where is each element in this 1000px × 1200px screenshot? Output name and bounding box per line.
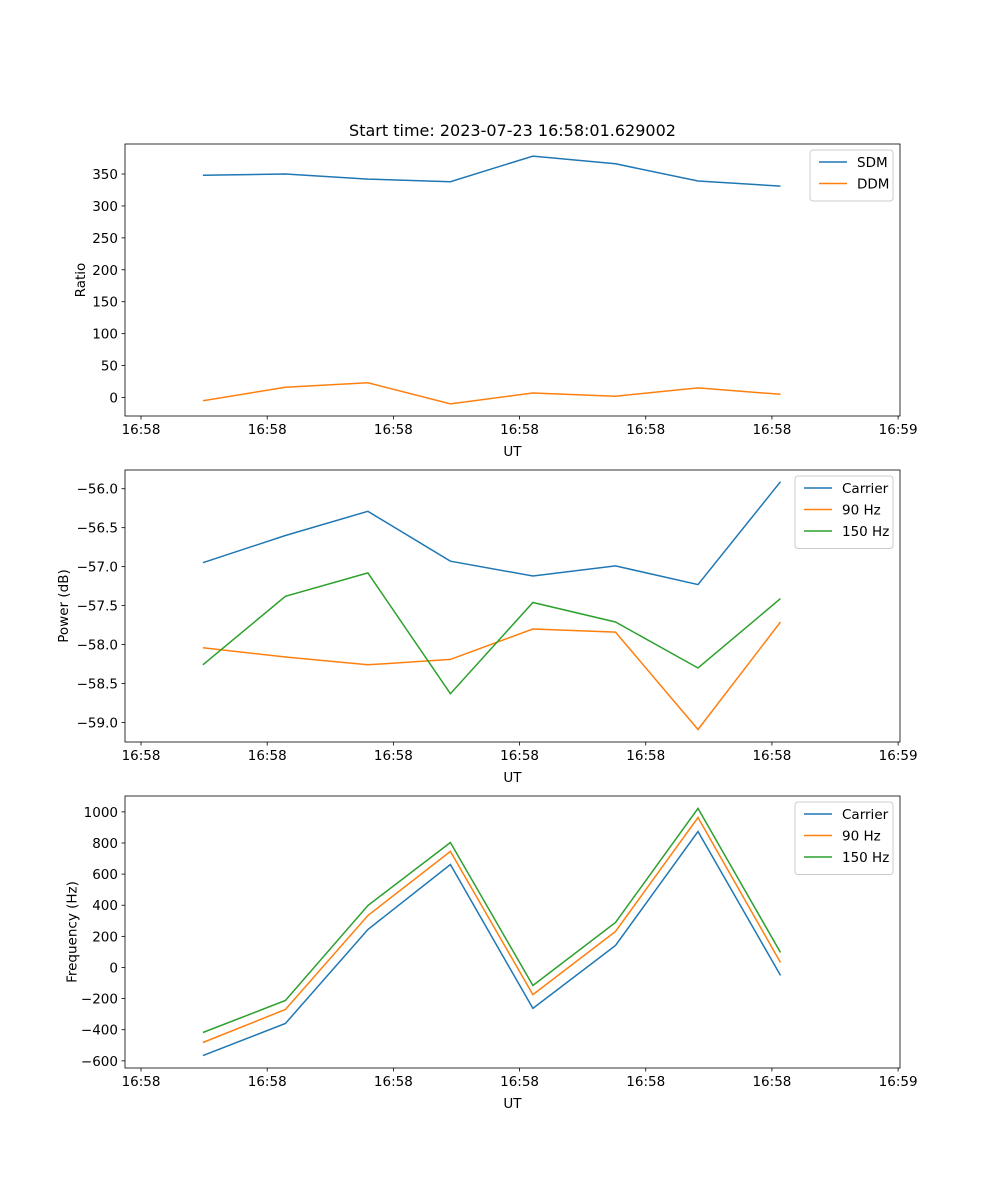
x-tick-label: 16:58: [248, 1074, 287, 1090]
y-tick-label: −56.0: [77, 482, 118, 498]
x-tick-label: 16:58: [248, 748, 287, 764]
x-tick-label: 16:59: [879, 422, 918, 438]
y-tick-label: 250: [92, 231, 118, 247]
y-tick-label: 150: [92, 295, 118, 311]
y-tick-label: 0: [109, 390, 118, 406]
y-tick-label: 350: [92, 167, 118, 183]
subplot-1: 16:58 16:58 16:58 16:58 16:58 16:58 16:59 UT 0 50…: [73, 121, 917, 460]
y-tick-label: −200: [81, 992, 118, 1008]
y-tick-label: 0: [109, 960, 118, 976]
x-tick-label: 16:58: [122, 748, 161, 764]
legend-label: 150 Hz: [842, 524, 889, 540]
series-line-ddm: [202, 382, 781, 405]
x-tick-label: 16:58: [122, 422, 161, 438]
y-axis-label: Frequency (Hz): [65, 881, 81, 983]
y-tick-label: −58.5: [77, 677, 118, 693]
y-axis-label: Ratio: [73, 263, 89, 298]
x-tick-label: 16:58: [374, 422, 413, 438]
y-axis-label: Power (dB): [56, 569, 72, 642]
legend: Carrier 90 Hz 150 Hz: [794, 801, 894, 875]
y-tick-label: 200: [92, 263, 118, 279]
x-tick-label: 16:58: [626, 748, 665, 764]
legend-label: Carrier: [842, 807, 889, 823]
y-tick-label: −59.0: [77, 716, 118, 732]
y-tick-label: 300: [92, 199, 118, 215]
x-tick-label: 16:58: [752, 422, 791, 438]
legend: SDM DDM: [809, 149, 894, 202]
series-line-150-hz: [202, 807, 782, 1034]
x-tick-label: 16:58: [500, 1074, 539, 1090]
x-tick-label: 16:58: [122, 1074, 161, 1090]
axes-frame: [124, 143, 901, 417]
subplot-2: 16:58 16:58 16:58 16:58 16:58 16:58 16:59 UT −59…: [56, 469, 918, 786]
series-line-150-hz: [202, 572, 781, 695]
series-line-90-hz: [202, 816, 782, 1044]
y-tick-label: 1000: [84, 805, 118, 821]
y-tick-label: 400: [92, 898, 118, 914]
axes-frame: [124, 469, 901, 743]
x-tick-label: 16:58: [626, 1074, 665, 1090]
x-tick-label: 16:58: [626, 422, 665, 438]
x-tick-label: 16:58: [500, 422, 539, 438]
legend: Carrier 90 Hz 150 Hz: [794, 475, 894, 549]
y-tick-label: −58.0: [77, 638, 118, 654]
y-tick-label: −600: [81, 1054, 118, 1070]
y-tick-label: −57.5: [77, 599, 118, 615]
y-tick-label: −56.5: [77, 521, 118, 537]
legend-label: DDM: [857, 177, 889, 193]
y-tick-label: 800: [92, 836, 118, 852]
x-axis-label: UT: [503, 444, 522, 460]
series-line-carrier: [202, 481, 782, 586]
x-axis-label: UT: [503, 770, 522, 786]
y-tick-label: 50: [101, 359, 118, 375]
legend-label: 150 Hz: [842, 850, 889, 866]
x-tick-label: 16:58: [248, 422, 287, 438]
subplot-3: 16:58 16:58 16:58 16:58 16:58 16:58 16:59 UT −60…: [65, 795, 918, 1112]
legend-label: Carrier: [842, 481, 889, 497]
x-axis-label: UT: [503, 1096, 522, 1112]
series-line-90-hz: [202, 621, 782, 731]
x-tick-label: 16:58: [374, 748, 413, 764]
axes-frame: [124, 795, 901, 1069]
legend-label: 90 Hz: [842, 503, 881, 519]
legend-label: 90 Hz: [842, 829, 881, 845]
legend-label: SDM: [857, 155, 888, 171]
x-tick-label: 16:59: [879, 1074, 918, 1090]
x-tick-label: 16:59: [879, 748, 918, 764]
y-tick-label: 600: [92, 867, 118, 883]
y-tick-label: 200: [92, 929, 118, 945]
x-tick-label: 16:58: [500, 748, 539, 764]
x-tick-label: 16:58: [374, 1074, 413, 1090]
chart-title: Start time: 2023-07-23 16:58:01.629002: [349, 121, 676, 140]
y-tick-label: 100: [92, 327, 118, 343]
y-tick-label: −57.0: [77, 560, 118, 576]
series-line-carrier: [202, 830, 782, 1057]
x-tick-label: 16:58: [752, 1074, 791, 1090]
y-tick-label: −400: [81, 1023, 118, 1039]
series-line-sdm: [202, 155, 781, 187]
x-tick-label: 16:58: [752, 748, 791, 764]
